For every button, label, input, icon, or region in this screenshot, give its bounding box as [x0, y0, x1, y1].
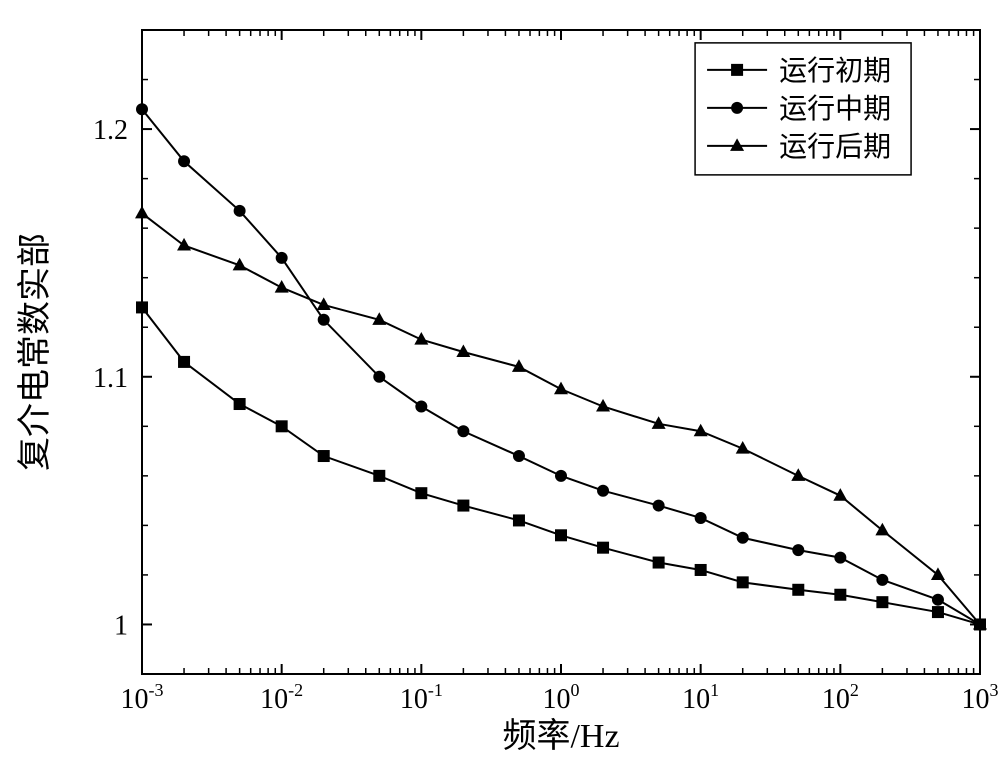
legend: 运行初期运行中期运行后期 — [695, 43, 911, 175]
svg-text:1: 1 — [114, 610, 128, 641]
x-axis-label: 频率/Hz — [502, 717, 619, 755]
svg-text:1.1: 1.1 — [93, 363, 128, 394]
legend-label-2: 运行后期 — [779, 131, 891, 163]
legend-label-0: 运行初期 — [779, 55, 891, 87]
legend-label-1: 运行中期 — [779, 93, 891, 125]
y-axis-label: 复介电常数实部 — [16, 233, 54, 471]
chart-container: 10-310-210-110010110210311.11.2频率/Hz复介电常… — [0, 0, 1000, 769]
svg-text:1.2: 1.2 — [93, 115, 128, 146]
